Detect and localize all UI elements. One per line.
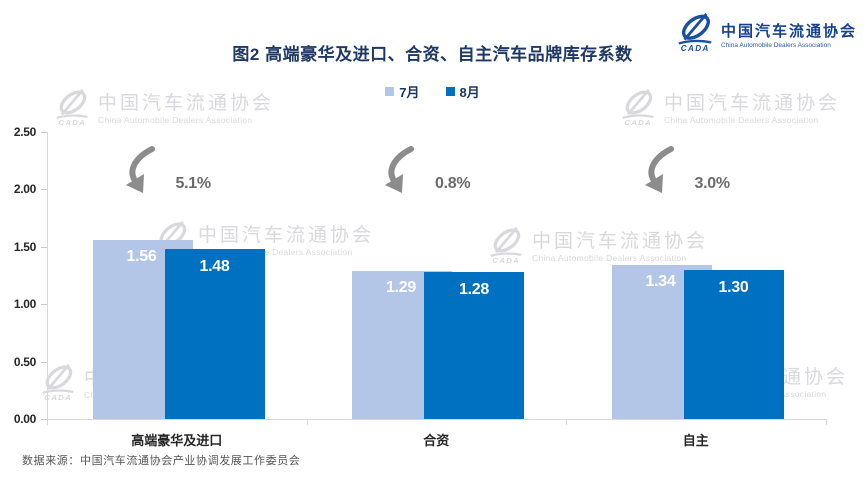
cada-logo-glyph: CADA xyxy=(678,12,712,53)
bar-value-label: 1.28 xyxy=(459,280,489,298)
x-axis-category-label: 合资 xyxy=(423,433,450,448)
decline-arrow-icon xyxy=(642,146,686,201)
legend-label: 8月 xyxy=(459,85,480,100)
svg-text:CADA: CADA xyxy=(681,44,710,52)
y-axis-tick-label: 2.50 xyxy=(13,124,36,139)
decline-arrow-icon xyxy=(382,146,426,201)
cada-logo-icon: CADA xyxy=(674,12,716,57)
y-axis-tick xyxy=(41,246,47,248)
page-title: 图2 高端豪华及进口、合资、自主汽车品牌库存系数 xyxy=(232,45,633,64)
bar-value-label: 1.34 xyxy=(645,272,676,290)
bar-series-august-2 xyxy=(683,269,784,419)
legend-swatch-icon xyxy=(445,87,455,96)
svg-text:CADA: CADA xyxy=(492,256,520,264)
watermark-name: 中国汽车流通协会 xyxy=(532,230,709,252)
svg-text:CADA: CADA xyxy=(44,393,72,401)
decline-percent-label: 5.1% xyxy=(175,175,212,192)
decline-arrow-glyph xyxy=(644,146,674,193)
x-axis-tick xyxy=(566,419,567,425)
legend-label: 7月 xyxy=(399,85,420,100)
cada-logo-glyph: CADA xyxy=(56,88,88,127)
brand-text: 中国汽车流通协会 China Automobile Dealers Associ… xyxy=(721,20,857,49)
y-axis-tick-label: 0.00 xyxy=(13,412,36,426)
legend-item-august: 8月 xyxy=(445,82,480,101)
watermark-name: 中国汽车流通协会 xyxy=(98,92,275,114)
y-axis-tick xyxy=(41,361,47,363)
watermark-subtitle: China Automobile Dealers Association xyxy=(532,253,687,264)
bar-series-august-0 xyxy=(164,248,265,419)
bar-value-label: 1.56 xyxy=(126,247,157,265)
watermark-subtitle: China Automobile Dealers Association xyxy=(198,247,353,258)
bar-series-august-1 xyxy=(424,271,524,419)
cada-logo-glyph: CADA xyxy=(622,88,654,127)
x-axis-category-label: 自主 xyxy=(682,433,709,448)
y-axis-tick xyxy=(41,304,47,305)
watermark-logo-icon: CADA xyxy=(486,226,526,269)
watermark-subtitle: China Automobile Dealers Association xyxy=(98,115,253,126)
decline-arrow-glyph xyxy=(385,146,414,193)
y-axis-tick xyxy=(41,131,47,133)
decline-arrow-icon xyxy=(123,146,167,201)
decline-percent-label: 3.0% xyxy=(694,175,731,192)
chart-legend: 7月 8月 xyxy=(0,82,865,101)
bar-value-label: 1.29 xyxy=(386,278,416,296)
brand-name: 中国汽车流通协会 xyxy=(720,23,857,40)
watermark-name: 中国汽车流通协会 xyxy=(198,224,375,246)
bar-value-label: 1.30 xyxy=(718,278,749,296)
x-axis-tick xyxy=(306,419,308,425)
y-axis-line xyxy=(47,131,48,419)
cada-logo-glyph: CADA xyxy=(490,226,522,265)
legend-item-july: 7月 xyxy=(385,82,420,101)
x-axis-line xyxy=(47,419,826,420)
brand-subtitle: China Automobile Dealers Association xyxy=(720,42,831,49)
y-axis-tick-label: 0.50 xyxy=(13,354,36,369)
x-axis-category-label: 高端豪华及进口 xyxy=(131,433,223,448)
y-axis-tick xyxy=(41,419,47,420)
svg-text:CADA: CADA xyxy=(624,118,652,126)
bar-value-label: 1.48 xyxy=(199,257,230,275)
y-axis-tick-label: 2.00 xyxy=(13,182,36,196)
y-axis-tick-label: 1.00 xyxy=(13,297,36,311)
watermark-logo-icon: CADA xyxy=(52,88,92,131)
watermark-subtitle: China Automobile Dealers Association xyxy=(664,115,819,126)
decline-arrow-glyph xyxy=(125,146,155,193)
cada-logo-glyph: CADA xyxy=(42,363,74,402)
brand-header: CADA 中国汽车流通协会 China Automobile Dealers A… xyxy=(674,12,857,57)
x-axis-tick xyxy=(825,419,827,425)
watermark-logo-icon: CADA xyxy=(618,88,658,131)
decline-percent-label: 0.8% xyxy=(435,175,471,192)
watermark-name: 中国汽车流通协会 xyxy=(664,92,841,114)
legend-swatch-icon xyxy=(385,87,395,96)
x-axis-tick xyxy=(47,419,48,425)
watermark-logo-icon: CADA xyxy=(38,363,78,406)
y-axis-tick xyxy=(41,189,47,190)
y-axis-tick-label: 1.50 xyxy=(13,239,36,254)
data-source-note: 数据来源：中国汽车流通协会产业协调发展工作委员会 xyxy=(22,455,301,467)
svg-text:CADA: CADA xyxy=(58,118,86,126)
